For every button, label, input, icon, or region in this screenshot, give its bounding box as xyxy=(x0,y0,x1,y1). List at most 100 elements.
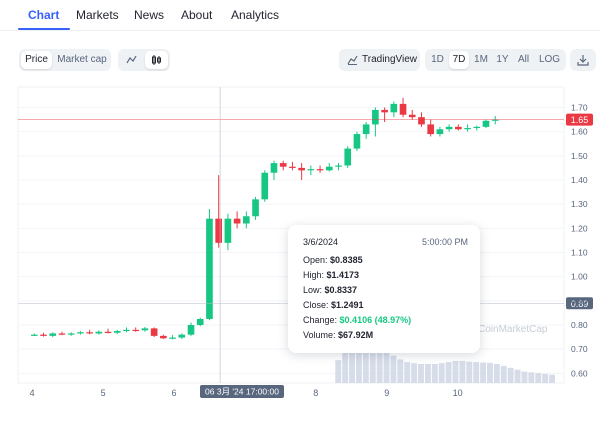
tooltip-volume: Volume: $67.92M xyxy=(303,330,373,340)
x-tick-label: 8 xyxy=(313,388,318,398)
candle-up xyxy=(243,216,250,224)
candle-up xyxy=(362,124,370,135)
candle-up xyxy=(67,333,75,335)
volume-bar xyxy=(521,371,528,383)
range-1y-button[interactable]: 1Y xyxy=(496,54,509,65)
y-tick-label: 0.80 xyxy=(571,320,588,330)
x-tick-label: 10 xyxy=(453,388,463,398)
ohlc-tooltip: 3/6/2024 5:00:00 PM Open: $0.8385 High: … xyxy=(288,225,480,353)
chart-type-toggle xyxy=(118,49,170,71)
candle-down xyxy=(418,117,425,125)
candle-down xyxy=(86,332,93,334)
volume-bar xyxy=(549,374,555,383)
candle-up xyxy=(270,163,278,173)
tradingview-button[interactable]: TradingView xyxy=(339,49,420,71)
y-tick-label: 0.70 xyxy=(571,344,588,354)
candle-up xyxy=(95,331,103,334)
candle-up xyxy=(325,166,333,171)
crosshair-price-label: 0.89 xyxy=(571,299,589,309)
tab-chart[interactable]: Chart xyxy=(28,8,60,22)
tradingview-label: TradingView xyxy=(362,54,418,65)
candlestick-button[interactable] xyxy=(145,51,168,69)
tooltip-low-value: $0.8337 xyxy=(324,285,358,295)
log-scale-button[interactable]: LOG xyxy=(538,54,561,65)
current-price-label: 1.65 xyxy=(571,115,589,125)
candle-down xyxy=(381,109,388,113)
y-tick-label: 1.40 xyxy=(571,175,588,185)
tooltip-close: Close: $1.2491 xyxy=(303,300,364,310)
volume-bar xyxy=(542,373,549,383)
range-all-button[interactable]: All xyxy=(517,54,530,65)
candle-up xyxy=(178,334,186,338)
line-chart-button[interactable] xyxy=(120,51,143,69)
volume-bar xyxy=(411,363,418,383)
tab-about[interactable]: About xyxy=(181,8,213,22)
candle-up xyxy=(335,165,342,167)
crosshair-time-label: 06 3月 '24 17:00:00 xyxy=(205,387,279,397)
candle-down xyxy=(289,166,296,168)
candle-up xyxy=(372,109,379,125)
tab-analytics[interactable]: Analytics xyxy=(231,8,280,22)
price-button[interactable]: Price xyxy=(21,51,52,69)
range-7d-button[interactable]: 7D xyxy=(449,51,469,69)
plot-frame xyxy=(17,86,565,384)
volume-bar xyxy=(480,362,487,383)
range-1d-button[interactable]: 1D xyxy=(431,54,444,65)
tooltip-close-label: Close: xyxy=(303,300,329,310)
market-cap-button[interactable]: Market cap xyxy=(57,54,107,65)
y-axis: 0.60 0.70 0.80 0.90 1.00 1.10 1.20 1.30 1.40 1.50… xyxy=(571,103,588,379)
volume-bar xyxy=(487,362,493,383)
volume-bar xyxy=(362,345,369,383)
candle-up xyxy=(464,128,471,130)
price-marketcap-toggle: Price Market cap xyxy=(19,49,111,71)
volume-bar xyxy=(349,348,355,383)
candle-down xyxy=(298,167,305,171)
tooltip-open: Open: $0.8385 xyxy=(303,255,363,265)
tooltip-open-value: $0.8385 xyxy=(330,255,363,265)
x-tick-label: 9 xyxy=(384,388,389,398)
tradingview-icon xyxy=(347,55,358,65)
active-tab-indicator xyxy=(18,28,70,30)
y-tick-label: 1.30 xyxy=(571,199,588,209)
candle-down xyxy=(279,163,287,167)
candle-up xyxy=(445,126,453,130)
candle-up xyxy=(307,169,315,171)
volume-bar xyxy=(507,367,514,383)
candle-up xyxy=(187,325,195,335)
candle-down xyxy=(399,103,407,115)
volume-bar xyxy=(535,373,542,383)
y-tick-label: 0.90 xyxy=(571,296,588,306)
time-range-selector: 1D 7D 1M 1Y All LOG xyxy=(425,49,566,71)
candle-down xyxy=(150,328,158,336)
download-button[interactable] xyxy=(570,49,596,71)
volume-bar xyxy=(452,360,459,383)
candle-up xyxy=(224,218,232,243)
candle-up xyxy=(30,334,38,336)
volume-bar xyxy=(473,362,480,383)
candlestick-icon xyxy=(152,55,161,65)
download-icon xyxy=(577,55,589,66)
candle-up xyxy=(49,333,57,336)
candle-up xyxy=(390,103,398,113)
volume-bar xyxy=(404,362,411,383)
candle-up xyxy=(473,126,481,129)
volume-bar xyxy=(514,369,521,383)
candle-up xyxy=(77,332,84,334)
volume-bar xyxy=(376,348,383,383)
tab-news[interactable]: News xyxy=(134,8,165,22)
candle-down xyxy=(215,218,222,243)
candle-down xyxy=(132,329,140,332)
tooltip-time: 5:00:00 PM xyxy=(421,237,468,247)
tooltip-volume-label: Volume: xyxy=(303,330,336,340)
y-tick-label: 0.60 xyxy=(571,368,588,378)
candle-down xyxy=(408,114,416,118)
top-nav: Chart Markets News About Analytics xyxy=(0,0,600,31)
tooltip-date: 3/6/2024 xyxy=(303,237,339,247)
tab-markets[interactable]: Markets xyxy=(76,8,119,22)
candle-down xyxy=(316,169,324,171)
x-axis: 4567891006 3月 '24 17:00:00 xyxy=(30,385,463,398)
range-1m-button[interactable]: 1M xyxy=(474,54,488,65)
volume-bar xyxy=(466,361,473,383)
x-tick-label: 6 xyxy=(171,388,176,398)
tooltip-change: Change: $0.4106 (48.97%) xyxy=(303,315,411,325)
